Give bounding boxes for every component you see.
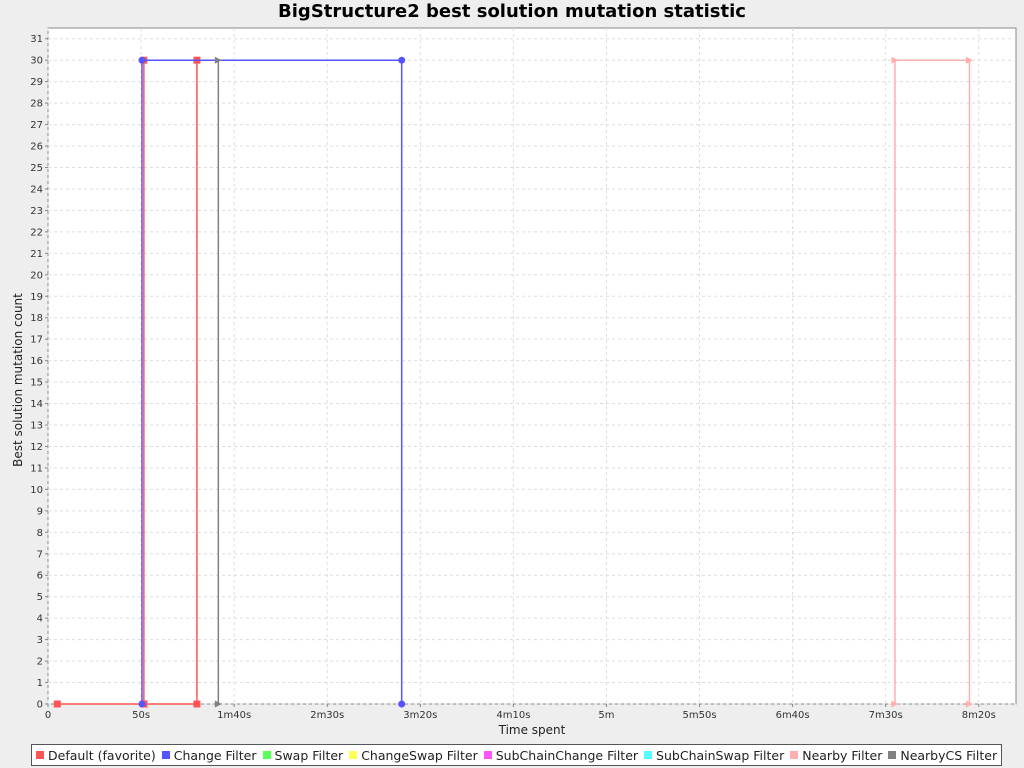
legend-swatch	[349, 751, 358, 759]
data-point	[398, 56, 406, 64]
y-tick-label: 19	[30, 292, 43, 303]
chart-title: BigStructure2 best solution mutation sta…	[278, 1, 746, 22]
legend-label: NearbyCS Filter	[900, 747, 998, 763]
y-tick-label: 20	[30, 270, 43, 281]
y-tick-label: 31	[30, 34, 43, 45]
legend-label: ChangeSwap Filter	[361, 747, 478, 763]
y-tick-label: 16	[30, 356, 43, 367]
y-tick-label: 29	[30, 77, 43, 88]
data-point	[965, 56, 973, 64]
legend-label: SubChainSwap Filter	[656, 747, 785, 763]
x-tick-label: 4m10s	[496, 710, 530, 721]
legend-swatch	[36, 751, 44, 759]
y-tick-label: 8	[37, 528, 43, 539]
series-layer	[53, 56, 973, 708]
y-tick-label: 2	[37, 657, 43, 668]
plot-background	[47, 27, 1017, 705]
y-tick-label: 17	[30, 335, 43, 346]
y-tick-label: 9	[37, 506, 43, 517]
series-change-filter	[138, 56, 406, 708]
y-tick-label: 30	[30, 56, 43, 67]
legend: Default (favorite) Change Filter Swap Filt…	[31, 744, 1003, 766]
data-point	[214, 56, 222, 64]
y-axis-label: Best solution mutation count	[11, 293, 25, 467]
y-tick-label: 22	[30, 227, 43, 238]
x-tick-label: 5m	[598, 710, 614, 721]
legend-swatch	[644, 751, 653, 759]
y-tick-label: 15	[30, 378, 43, 389]
legend-swatch	[888, 751, 897, 759]
legend-label: SubChainChange Filter	[495, 747, 639, 763]
x-axis-label: Time spent	[498, 723, 566, 737]
y-tick-label: 3	[37, 635, 43, 646]
y-tick-label: 11	[30, 463, 43, 474]
data-point	[193, 700, 201, 708]
legend-label: Change Filter	[173, 747, 257, 763]
y-tick-label: 26	[30, 142, 43, 153]
x-tick-label: 50s	[132, 710, 150, 721]
legend-swatch	[483, 751, 492, 759]
y-tick-label: 7	[37, 549, 43, 560]
y-tick-label: 13	[30, 421, 43, 432]
legend-item: SubChainSwap Filter	[644, 748, 784, 763]
y-tick-label: 27	[30, 120, 43, 131]
data-point	[891, 56, 899, 64]
legend-swatch	[262, 751, 271, 759]
y-tick-label: 23	[30, 206, 43, 217]
series-line	[141, 59, 403, 704]
x-tick-label: 1m40s	[217, 710, 251, 721]
legend-label: Swap Filter	[274, 747, 344, 763]
legend-swatch	[790, 751, 799, 759]
series-nearby-filter	[891, 56, 973, 708]
x-tick-label: 8m20s	[962, 710, 996, 721]
legend-item: Change Filter	[161, 747, 257, 763]
legend-item: ChangeSwap Filter	[349, 748, 478, 763]
y-tick-label: 1	[37, 678, 43, 689]
y-tick-label: 14	[30, 399, 43, 410]
x-tick-label: 0	[45, 710, 51, 721]
legend-swatch	[161, 751, 170, 759]
x-tick-label: 7m30s	[869, 710, 903, 721]
legend-item: Swap Filter	[262, 747, 344, 763]
data-point	[138, 56, 146, 64]
legend-label: Nearby Filter	[802, 747, 883, 763]
series-line	[57, 60, 198, 705]
data-point	[891, 700, 899, 708]
y-tick-label: 12	[30, 442, 43, 453]
y-tick-label: 18	[30, 313, 43, 324]
chart-plot: 0123456789101112131415161718192021222324…	[11, 27, 1017, 737]
x-tick-label: 3m20s	[403, 710, 437, 721]
series-line	[894, 59, 971, 704]
data-point	[138, 700, 146, 708]
legend-item: Default (favorite)	[36, 748, 156, 763]
y-tick-label: 10	[30, 485, 43, 496]
y-tick-label: 28	[30, 99, 43, 110]
y-tick-label: 24	[30, 184, 43, 195]
series-nearbycs-filter	[214, 56, 222, 708]
axes: 0123456789101112131415161718192021222324…	[30, 34, 996, 721]
legend-item: SubChainChange Filter	[483, 747, 639, 763]
y-tick-label: 0	[37, 700, 43, 711]
x-tick-label: 2m30s	[310, 710, 344, 721]
y-tick-label: 25	[30, 163, 43, 174]
data-point	[398, 700, 406, 708]
legend-item: Nearby Filter	[790, 748, 882, 763]
x-tick-label: 6m40s	[776, 710, 810, 721]
data-point	[53, 700, 61, 708]
legend-label: Default (favorite)	[48, 747, 156, 763]
data-point	[214, 700, 222, 708]
y-tick-label: 4	[37, 614, 43, 625]
legend-item: NearbyCS Filter	[888, 748, 997, 763]
data-point	[965, 700, 973, 708]
grid-lines	[47, 28, 1016, 705]
y-tick-label: 6	[37, 571, 43, 582]
y-tick-label: 5	[37, 592, 43, 603]
y-tick-label: 21	[30, 249, 43, 260]
x-tick-label: 5m50s	[683, 710, 717, 721]
